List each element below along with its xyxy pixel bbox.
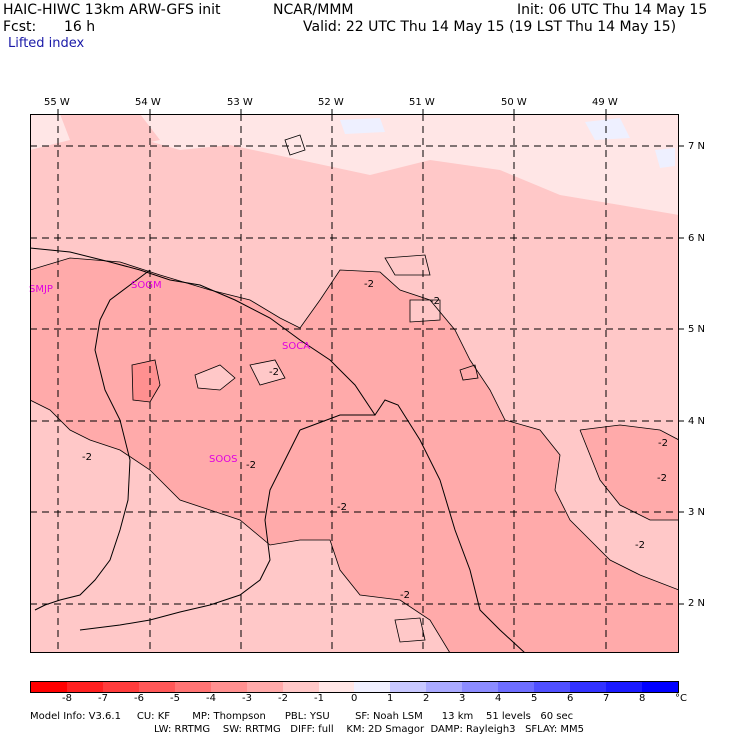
colorbar-tick: -7 <box>98 693 108 704</box>
colorbar-tick: 0 <box>351 693 358 704</box>
field-region <box>40 560 150 630</box>
axis-ticks <box>57 109 684 605</box>
colorbar-swatch <box>534 682 571 692</box>
lon-label: 55 W <box>44 97 70 108</box>
graticule <box>30 114 679 653</box>
colorbar-unit: °C <box>675 693 687 704</box>
field-region <box>580 425 679 520</box>
fcst-value: 16 h <box>64 19 96 35</box>
model-info-line2: LW: RRTMG SW: RRTMG DIFF: full KM: 2D Sm… <box>154 724 584 735</box>
colorbar-tick: -8 <box>62 693 72 704</box>
field-name: Lifted index <box>8 36 85 51</box>
lon-label: 53 W <box>227 97 253 108</box>
colorbar-tick: -3 <box>242 693 252 704</box>
field-region <box>340 118 385 134</box>
colorbar-tick: 7 <box>603 693 610 704</box>
field-region <box>410 300 440 322</box>
colorbar-tick: -2 <box>278 693 288 704</box>
colorbar-swatch <box>138 682 175 692</box>
colorbar-tick: 3 <box>459 693 466 704</box>
map-frame <box>30 114 679 653</box>
colorbar-swatch <box>31 682 67 692</box>
field-region <box>585 118 630 140</box>
lon-label: 54 W <box>135 97 161 108</box>
lat-label: 3 N <box>688 507 706 518</box>
field-region <box>385 255 430 275</box>
colorbar-tick: 4 <box>495 693 502 704</box>
field-region <box>250 360 285 385</box>
contour-label: -2 <box>657 473 667 484</box>
colorbar-tick: 8 <box>639 693 646 704</box>
lon-label: 50 W <box>501 97 527 108</box>
coastline <box>30 247 526 653</box>
colorbar-swatch <box>174 682 211 692</box>
lat-label: 6 N <box>688 233 706 244</box>
colorbar-tick: 5 <box>531 693 538 704</box>
field-region <box>290 555 345 595</box>
colorbar-swatch <box>606 682 642 692</box>
lat-label: 2 N <box>688 598 706 609</box>
contour-label: -2 <box>337 502 347 513</box>
colorbar-swatch <box>246 682 283 692</box>
colorbar-swatch <box>462 682 499 692</box>
station-label: SMJP <box>29 284 53 295</box>
colorbar-swatch <box>282 682 319 692</box>
colorbar-tick: -1 <box>314 693 324 704</box>
colorbar-swatch <box>354 682 391 692</box>
colorbar-tick: 2 <box>423 693 430 704</box>
field-region <box>132 360 160 402</box>
model-info-line1: Model Info: V3.6.1 CU: KF MP: Thompson P… <box>30 711 574 722</box>
colorbar-swatch <box>426 682 463 692</box>
lat-label: 7 N <box>688 141 706 152</box>
colorbar-swatch <box>498 682 535 692</box>
colorbar-swatch <box>102 682 139 692</box>
init-time: Init: 06 UTC Thu 14 May 15 <box>517 2 708 18</box>
colorbar-tick: 1 <box>387 693 394 704</box>
lat-label: 5 N <box>688 324 706 335</box>
lat-label: 4 N <box>688 416 706 427</box>
contour-label: -2 <box>430 296 440 307</box>
contour-label: -2 <box>364 279 374 290</box>
colorbar-tick: -4 <box>206 693 216 704</box>
fcst-label: Fcst: <box>3 19 37 35</box>
contour-label: -2 <box>269 367 279 378</box>
lon-label: 52 W <box>318 97 344 108</box>
colorbar-tick: 6 <box>567 693 574 704</box>
colorbar-tick: -6 <box>134 693 144 704</box>
field-region <box>655 148 675 168</box>
field-region <box>500 170 679 215</box>
contour-label: -2 <box>658 438 668 449</box>
lon-label: 51 W <box>409 97 435 108</box>
valid-time: Valid: 22 UTC Thu 14 May 15 (19 LST Thu … <box>303 19 677 35</box>
field-region <box>170 555 240 600</box>
model-title: HAIC-HIWC 13km ARW-GFS init <box>3 2 221 18</box>
contour-lines <box>30 134 679 653</box>
colorbar <box>30 681 679 693</box>
lon-label: 49 W <box>592 97 618 108</box>
colorbar-swatch <box>641 682 678 692</box>
contour-label: -2 <box>635 540 645 551</box>
field-region <box>60 114 160 150</box>
colorbar-tick: -5 <box>170 693 180 704</box>
contour-label: -2 <box>400 590 410 601</box>
org-label: NCAR/MMM <box>273 2 354 18</box>
colorbar-swatch <box>210 682 247 692</box>
colorbar-swatch <box>318 682 355 692</box>
station-label: SOGM <box>131 280 162 291</box>
colorbar-swatch <box>390 682 427 692</box>
station-label: SOOS <box>209 454 238 465</box>
field-region <box>30 258 679 653</box>
station-label: SOCA <box>282 341 311 352</box>
contour-label: -2 <box>246 460 256 471</box>
colorbar-swatch <box>66 682 103 692</box>
colorbar-swatch <box>570 682 606 692</box>
contour-label: -2 <box>82 452 92 463</box>
